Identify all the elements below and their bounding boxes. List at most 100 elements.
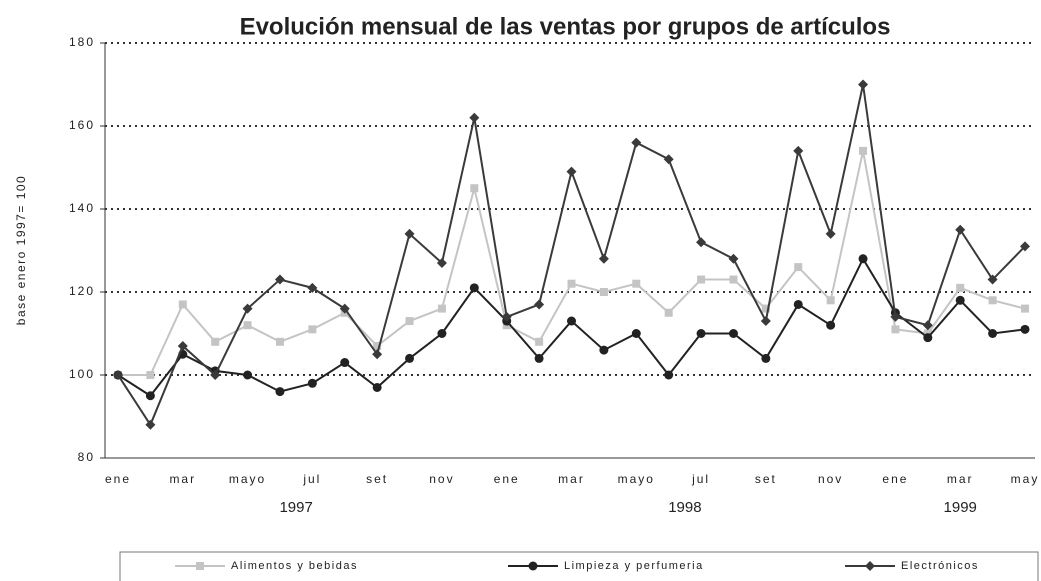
marker [405, 317, 414, 326]
marker [567, 316, 576, 326]
marker [955, 295, 965, 305]
marker [825, 228, 836, 239]
marker [1021, 304, 1029, 313]
y-tick-label: 120 [69, 284, 95, 298]
marker [728, 253, 739, 264]
x-tick-label: mayo [618, 472, 655, 486]
marker [404, 228, 415, 239]
marker [988, 296, 997, 305]
marker [793, 299, 803, 309]
marker [761, 353, 771, 363]
marker [987, 274, 998, 285]
x-tick-label: nov [818, 472, 843, 486]
marker [760, 316, 771, 327]
y-tick-label: 180 [69, 35, 95, 49]
marker [145, 391, 155, 401]
x-tick-label: ene [494, 472, 520, 486]
marker [696, 329, 706, 338]
marker [599, 288, 608, 296]
legend-label: Alimentos y bebidas [231, 560, 358, 572]
marker [307, 378, 317, 388]
x-tick-label: set [755, 472, 777, 486]
legend-label: Limpieza y perfumeria [564, 560, 704, 572]
marker [923, 333, 933, 343]
year-label: 1998 [668, 499, 701, 516]
marker [566, 166, 577, 177]
marker [1020, 324, 1030, 334]
marker [274, 274, 285, 285]
marker [308, 325, 317, 334]
marker [664, 308, 673, 317]
marker [567, 279, 576, 288]
series-line [117, 256, 1026, 398]
y-axis-label: base enero 1997= 100 [14, 175, 28, 325]
x-tick-label: ene [882, 472, 908, 486]
marker [145, 419, 156, 430]
marker [891, 325, 900, 334]
marker [858, 79, 869, 90]
marker [243, 321, 252, 330]
marker [859, 146, 868, 155]
marker [211, 337, 220, 346]
legend-label: Electrónicos [901, 560, 979, 572]
marker [373, 341, 382, 350]
marker [664, 370, 674, 380]
chart-title: Evolución mensual de las ventas por grup… [240, 13, 891, 40]
marker [372, 349, 383, 360]
marker [858, 254, 868, 264]
marker [826, 296, 835, 305]
marker [729, 275, 738, 284]
year-label: 1999 [944, 499, 977, 516]
marker [1020, 241, 1030, 252]
x-tick-label: mar [169, 472, 196, 486]
y-tick-label: 160 [69, 118, 95, 132]
marker [470, 184, 479, 193]
marker [178, 300, 187, 309]
marker [631, 329, 641, 338]
series-line [118, 150, 1026, 376]
marker [663, 154, 674, 165]
x-tick-label: set [366, 472, 388, 486]
marker [275, 337, 284, 346]
marker [794, 263, 803, 272]
marker [761, 304, 770, 313]
marker [793, 145, 804, 156]
legend-box [119, 551, 1039, 581]
marker [501, 311, 512, 322]
marker [826, 320, 836, 330]
marker [631, 137, 642, 148]
marker [599, 345, 609, 355]
y-tick-label: 100 [69, 367, 95, 381]
marker [469, 283, 479, 293]
marker [632, 279, 641, 288]
marker [405, 353, 415, 363]
x-tick-label: jul [691, 472, 710, 486]
marker [146, 371, 155, 379]
marker [535, 337, 544, 346]
x-tick-label: mayo [229, 472, 266, 486]
x-tick-label: mar [558, 472, 585, 486]
legend-marker [528, 561, 538, 571]
marker [988, 329, 998, 338]
x-tick-label: may [1011, 472, 1040, 486]
series-line [117, 84, 1026, 427]
marker [340, 358, 350, 368]
marker [372, 382, 382, 392]
marker [436, 257, 447, 268]
marker [242, 303, 253, 314]
marker [598, 253, 609, 264]
marker [307, 282, 318, 293]
marker [956, 283, 965, 292]
legend-marker [865, 561, 875, 571]
marker [890, 311, 901, 322]
x-tick-label: mar [947, 472, 974, 486]
marker [469, 112, 480, 123]
marker [177, 340, 188, 351]
y-tick-label: 80 [78, 450, 95, 464]
marker [697, 275, 706, 284]
marker [728, 329, 738, 338]
x-tick-label: ene [105, 472, 131, 486]
marker [339, 303, 350, 314]
marker [275, 387, 285, 397]
